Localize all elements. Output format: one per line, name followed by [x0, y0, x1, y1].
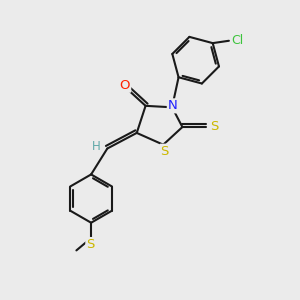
Text: N: N: [168, 99, 178, 112]
Text: S: S: [160, 145, 169, 158]
Text: H: H: [92, 140, 100, 153]
Text: Cl: Cl: [231, 34, 243, 47]
Text: S: S: [210, 120, 218, 133]
Text: O: O: [120, 79, 130, 92]
Text: S: S: [86, 238, 95, 251]
